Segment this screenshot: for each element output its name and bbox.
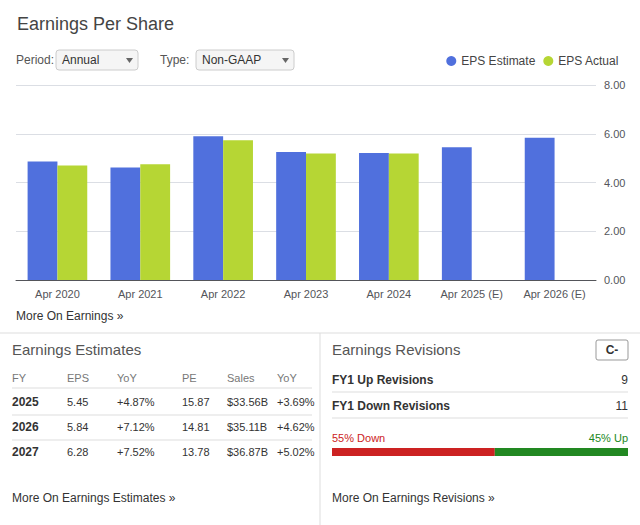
svg-text:Apr 2024: Apr 2024 [367, 288, 412, 300]
svg-text:Earnings Estimates: Earnings Estimates [12, 341, 141, 358]
svg-text:55% Down: 55% Down [332, 432, 385, 444]
svg-text:2026: 2026 [12, 420, 39, 434]
svg-text:$36.87B: $36.87B [227, 446, 268, 458]
svg-text:Apr 2025 (E): Apr 2025 (E) [441, 288, 503, 300]
svg-text:EPS: EPS [67, 372, 89, 384]
svg-text:4.00: 4.00 [604, 177, 625, 189]
svg-text:Apr 2026 (E): Apr 2026 (E) [523, 288, 585, 300]
svg-text:More On Earnings »: More On Earnings » [16, 309, 124, 323]
svg-text:PE: PE [182, 372, 197, 384]
svg-text:+3.69%: +3.69% [277, 396, 315, 408]
svg-text:14.81: 14.81 [182, 421, 210, 433]
svg-text:YoY: YoY [277, 372, 297, 384]
svg-text:11: 11 [616, 399, 629, 413]
svg-text:6.28: 6.28 [67, 446, 88, 458]
svg-text:Annual: Annual [62, 53, 99, 67]
svg-text:+4.87%: +4.87% [117, 396, 155, 408]
svg-text:Apr 2022: Apr 2022 [201, 288, 246, 300]
svg-text:More On Earnings Revisions »: More On Earnings Revisions » [332, 491, 495, 505]
svg-text:+7.52%: +7.52% [117, 446, 155, 458]
svg-text:Apr 2023: Apr 2023 [284, 288, 329, 300]
svg-text:8.00: 8.00 [604, 79, 625, 91]
svg-text:YoY: YoY [117, 372, 137, 384]
svg-text:FY1 Down Revisions: FY1 Down Revisions [332, 399, 450, 413]
svg-text:Period:: Period: [16, 53, 54, 67]
svg-text:13.78: 13.78 [182, 446, 210, 458]
svg-text:More On Earnings Estimates »: More On Earnings Estimates » [12, 491, 176, 505]
svg-text:EPS Actual: EPS Actual [558, 54, 618, 68]
svg-text:Earnings Per Share: Earnings Per Share [17, 14, 174, 34]
svg-text:$35.11B: $35.11B [227, 421, 267, 433]
svg-text:Sales: Sales [227, 372, 255, 384]
svg-text:$33.56B: $33.56B [227, 396, 268, 408]
svg-text:Earnings Revisions: Earnings Revisions [332, 341, 460, 358]
svg-text:2025: 2025 [12, 395, 39, 409]
svg-text:Apr 2020: Apr 2020 [35, 288, 80, 300]
svg-text:9: 9 [621, 373, 628, 387]
svg-text:5.84: 5.84 [67, 421, 88, 433]
svg-text:FY1 Up Revisions: FY1 Up Revisions [332, 373, 434, 387]
svg-text:45% Up: 45% Up [589, 432, 628, 444]
svg-text:EPS Estimate: EPS Estimate [461, 54, 535, 68]
svg-text:6.00: 6.00 [604, 128, 625, 140]
svg-text:Non-GAAP: Non-GAAP [202, 53, 261, 67]
svg-text:+7.12%: +7.12% [117, 421, 155, 433]
svg-text:+5.02%: +5.02% [277, 446, 315, 458]
svg-text:FY: FY [12, 372, 27, 384]
svg-text:2027: 2027 [12, 445, 39, 459]
svg-text:C-: C- [606, 343, 619, 357]
svg-text:0.00: 0.00 [604, 274, 625, 286]
svg-text:2.00: 2.00 [604, 225, 625, 237]
svg-text:15.87: 15.87 [182, 396, 210, 408]
svg-text:Apr 2021: Apr 2021 [118, 288, 163, 300]
svg-text:Type:: Type: [160, 53, 189, 67]
svg-text:+4.62%: +4.62% [277, 421, 315, 433]
svg-text:5.45: 5.45 [67, 396, 88, 408]
